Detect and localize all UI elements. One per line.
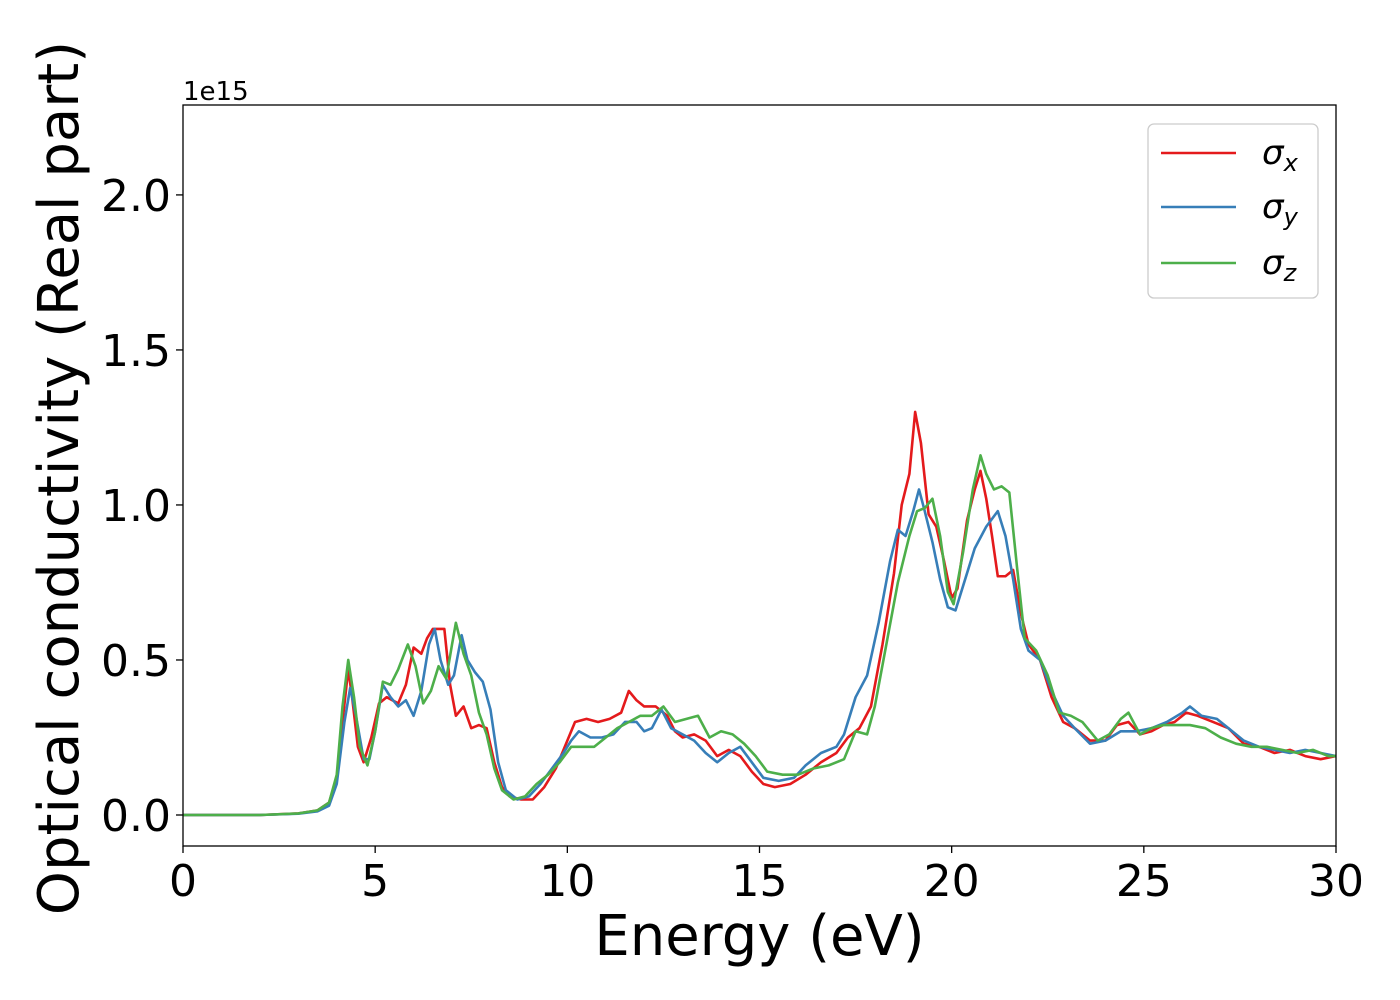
legend: σx σy σz <box>1147 123 1319 299</box>
y-axis-ticks: 0.0 0.5 1.0 1.5 2.0 <box>101 171 183 842</box>
x-tick-label: 15 <box>732 856 788 907</box>
x-axis-ticks: 0 5 10 15 20 25 30 <box>169 846 1364 907</box>
y-offset-text: 1e15 <box>183 77 249 107</box>
y-tick-label: 1.0 <box>101 481 171 532</box>
legend-label-y: σy <box>1262 187 1299 231</box>
legend-label-z: σz <box>1262 243 1298 287</box>
series-line-x <box>183 410 1336 817</box>
y-tick-label: 1.5 <box>101 326 171 377</box>
y-tick-label: 2.0 <box>101 171 171 222</box>
x-tick-label: 30 <box>1308 856 1364 907</box>
y-axis-label: Optical conductivity (Real part) <box>27 41 92 915</box>
y-tick-label: 0.5 <box>101 636 171 687</box>
y-tick-label: 0.0 <box>101 791 171 842</box>
x-tick-label: 25 <box>1116 856 1172 907</box>
x-tick-label: 5 <box>361 856 389 907</box>
legend-label-x: σx <box>1262 133 1299 177</box>
series-line-z <box>183 454 1336 817</box>
x-axis-label: Energy (eV) <box>594 904 924 969</box>
x-tick-label: 10 <box>539 856 595 907</box>
series-layer <box>183 410 1336 817</box>
x-tick-label: 20 <box>924 856 980 907</box>
legend-box <box>1147 123 1319 299</box>
x-tick-label: 0 <box>169 856 197 907</box>
